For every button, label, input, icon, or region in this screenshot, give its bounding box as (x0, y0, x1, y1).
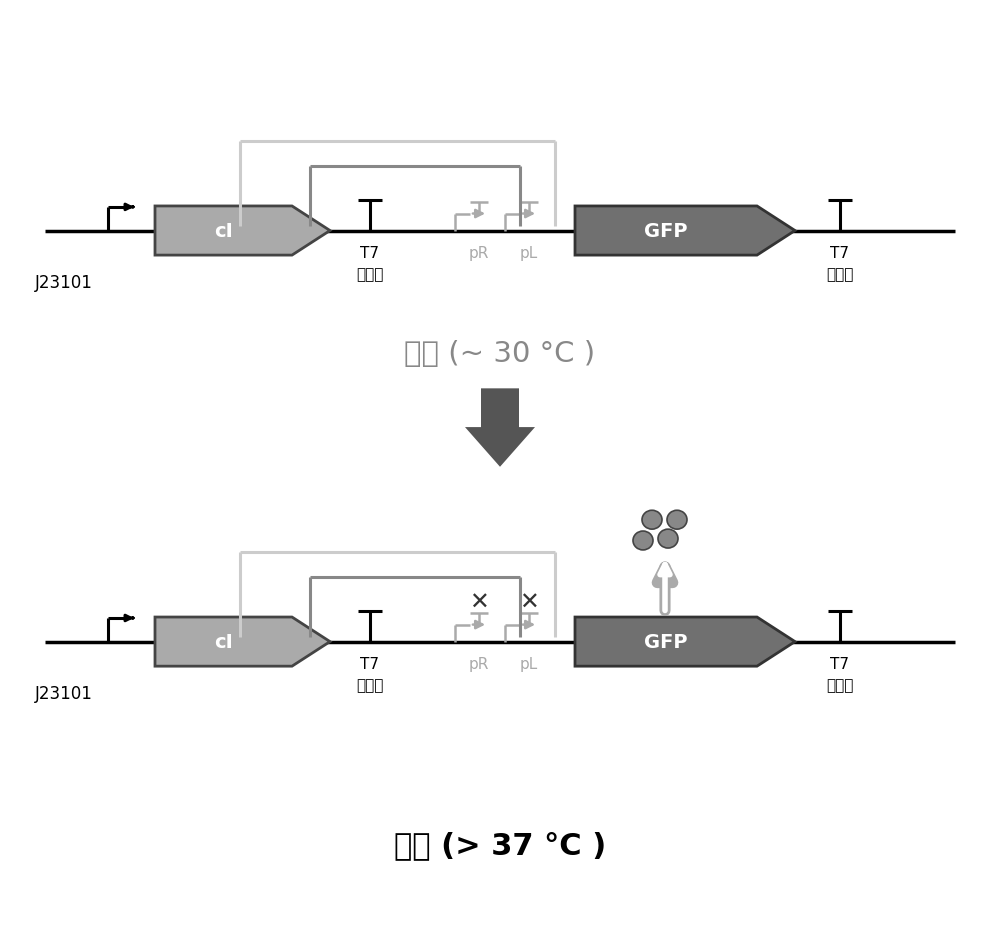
Text: cI: cI (214, 222, 233, 241)
Text: ✕: ✕ (469, 590, 489, 615)
Text: cI: cI (214, 632, 233, 651)
Circle shape (633, 531, 653, 550)
Text: 终止子: 终止子 (356, 678, 384, 693)
Text: 终止子: 终止子 (826, 678, 854, 693)
Text: GFP: GFP (644, 222, 688, 241)
Text: pR: pR (469, 245, 489, 261)
Text: T7: T7 (360, 245, 380, 261)
Text: 高温 (> 37 °C ): 高温 (> 37 °C ) (394, 831, 606, 859)
Text: 低温 (~ 30 °C ): 低温 (~ 30 °C ) (404, 340, 596, 368)
Text: pL: pL (520, 656, 538, 671)
Text: pR: pR (469, 656, 489, 671)
Circle shape (658, 530, 678, 548)
Circle shape (667, 511, 687, 530)
Text: T7: T7 (360, 656, 380, 671)
Text: ✕: ✕ (519, 590, 539, 615)
Text: J23101: J23101 (35, 274, 93, 292)
Polygon shape (155, 207, 330, 256)
Text: pL: pL (520, 245, 538, 261)
Text: GFP: GFP (644, 632, 688, 651)
Polygon shape (575, 207, 795, 256)
Text: 终止子: 终止子 (826, 267, 854, 282)
Text: T7: T7 (830, 656, 850, 671)
Circle shape (642, 511, 662, 530)
Polygon shape (155, 617, 330, 666)
Polygon shape (575, 617, 795, 666)
Text: 终止子: 终止子 (356, 267, 384, 282)
FancyArrow shape (465, 389, 535, 467)
Text: J23101: J23101 (35, 684, 93, 702)
Text: T7: T7 (830, 245, 850, 261)
